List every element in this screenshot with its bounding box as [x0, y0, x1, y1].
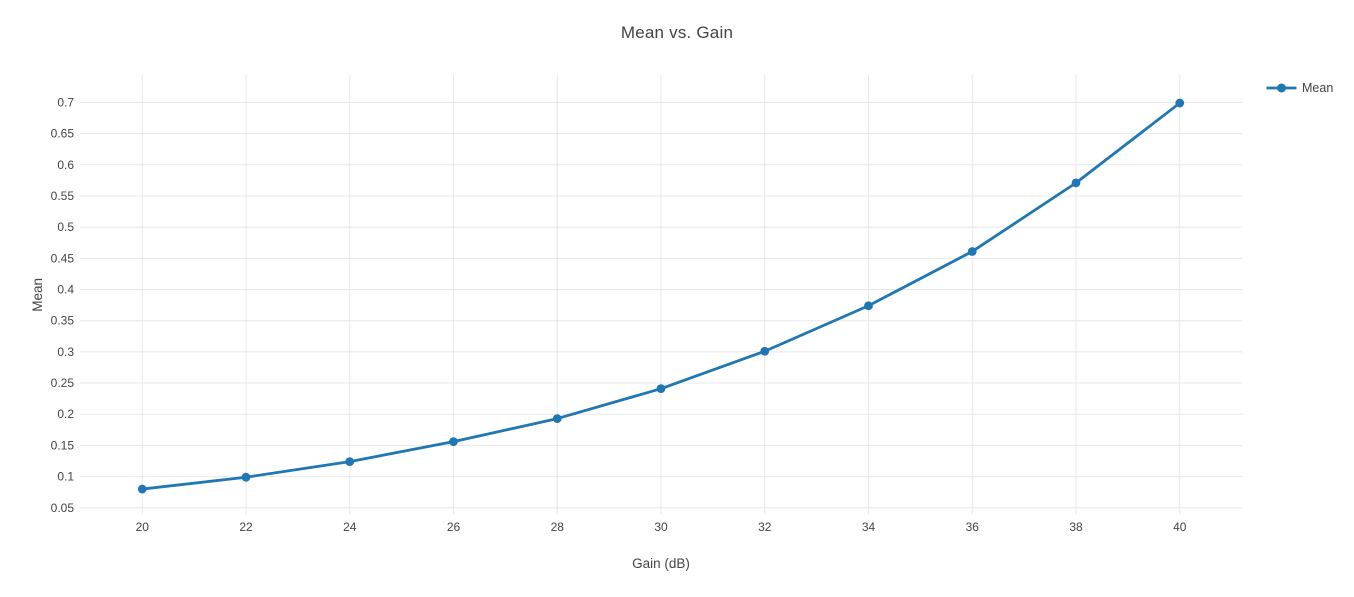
y-tick-label: 0.4 [57, 283, 74, 297]
x-tick-label: 22 [239, 520, 253, 534]
legend-line-marker-icon [1266, 83, 1297, 93]
y-tick-label: 0.6 [57, 158, 74, 172]
data-point-marker[interactable] [1175, 98, 1185, 108]
x-tick-label: 34 [862, 520, 876, 534]
x-tick-label: 40 [1173, 520, 1187, 534]
data-point-marker[interactable] [967, 247, 977, 256]
x-tick-label: 20 [136, 520, 150, 534]
x-tick-label: 26 [447, 520, 461, 534]
y-tick-label: 0.45 [51, 251, 75, 265]
x-tick-label: 28 [551, 520, 565, 534]
y-tick-label: 0.3 [57, 345, 74, 359]
x-tick-label: 24 [343, 520, 357, 534]
x-axis-title: Gain (dB) [632, 556, 690, 571]
x-tick-label: 38 [1069, 520, 1083, 534]
legend-label: Mean [1302, 81, 1334, 95]
y-tick-label: 0.7 [57, 95, 74, 109]
legend-item-mean[interactable]: Mean [1266, 81, 1333, 95]
y-tick-label: 0.05 [51, 501, 75, 515]
y-tick-label: 0.2 [57, 407, 74, 421]
x-tick-label: 36 [966, 520, 980, 534]
data-point-marker[interactable] [552, 414, 562, 423]
y-tick-label: 0.5 [57, 220, 74, 234]
y-axis-title-wrap: Mean [22, 75, 52, 514]
y-tick-label: 0.35 [51, 314, 75, 328]
data-point-marker[interactable] [656, 384, 666, 394]
y-axis-title: Mean [29, 277, 45, 312]
data-point-marker[interactable] [137, 484, 147, 494]
y-tick-label: 0.15 [51, 438, 75, 452]
x-tick-label: 30 [654, 520, 668, 534]
legend: Mean [1266, 81, 1333, 95]
data-point-marker[interactable] [449, 437, 458, 447]
y-tick-label: 0.65 [51, 127, 75, 141]
data-point-marker[interactable] [345, 457, 355, 467]
x-tick-label: 32 [758, 520, 772, 534]
chart-title: Mean vs. Gain [620, 23, 734, 42]
y-tick-label: 0.1 [57, 470, 74, 484]
data-point-marker[interactable] [241, 472, 251, 482]
data-point-marker[interactable] [760, 346, 770, 356]
y-tick-label: 0.25 [51, 376, 75, 390]
data-point-marker[interactable] [864, 301, 873, 311]
data-point-marker[interactable] [1071, 178, 1081, 188]
y-tick-label: 0.55 [51, 189, 75, 203]
